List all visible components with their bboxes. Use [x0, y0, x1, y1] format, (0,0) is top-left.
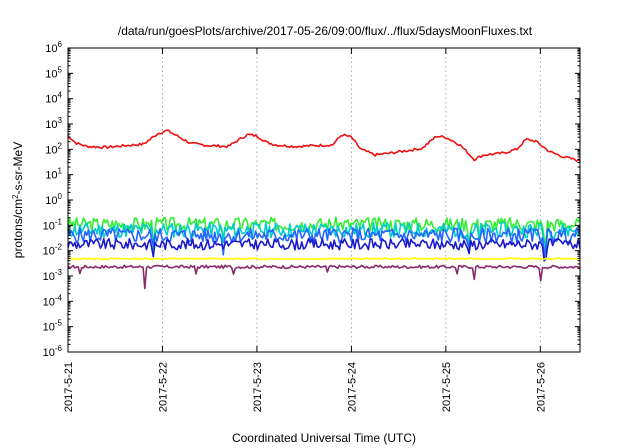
y-tick-label: 10-5	[43, 319, 63, 334]
y-tick-label: 105	[45, 65, 62, 80]
series-line	[67, 264, 581, 290]
x-tick-label: 2017-5-26	[535, 362, 547, 412]
x-tick-label: 2017-5-24	[346, 362, 358, 412]
y-tick-label: 103	[45, 116, 62, 131]
y-tick-label: 106	[45, 40, 62, 55]
series-line	[67, 221, 581, 255]
y-tick-label: 10-3	[43, 268, 63, 283]
y-axis: 10-6 10-5 10-4 10-3 10-2 10-1 100 101 102 103 104 1…	[43, 40, 580, 359]
x-tick-label: 2017-5-25	[441, 362, 453, 412]
y-axis-label-pre: protons/cm	[11, 199, 25, 258]
series-line	[67, 257, 581, 261]
x-tick-label: 2017-5-21	[63, 362, 75, 412]
y-axis-label: protons/cm2-s-sr-MeV	[11, 142, 26, 258]
series-line	[67, 129, 581, 162]
plot-frame	[67, 47, 581, 353]
series-line	[67, 227, 581, 259]
y-tick-label: 101	[45, 167, 62, 182]
chart-title: /data/run/goesPlots/archive/2017-05-26/0…	[118, 24, 533, 38]
y-tick-label: 100	[45, 192, 62, 207]
x-axis-label: Coordinated Universal Time (UTC)	[232, 431, 416, 445]
y-axis-label-sup: 2	[11, 194, 20, 199]
x-tick-label: 2017-5-22	[157, 362, 169, 412]
y-tick-label: 10-6	[43, 344, 63, 359]
grid	[162, 48, 541, 352]
series-group	[67, 129, 581, 290]
y-tick-label: 10-2	[43, 243, 63, 258]
series-line	[67, 237, 581, 262]
y-tick-label: 10-1	[43, 217, 63, 232]
y-tick-label: 104	[45, 91, 62, 106]
y-axis-label-post: -s-sr-MeV	[11, 142, 25, 195]
x-tick-label: 2017-5-23	[252, 362, 264, 412]
y-tick-label: 102	[45, 141, 62, 156]
y-tick-label: 10-4	[43, 293, 63, 308]
x-axis: 2017-5-21 2017-5-22 2017-5-23 2017-5-24 2017…	[63, 48, 547, 412]
